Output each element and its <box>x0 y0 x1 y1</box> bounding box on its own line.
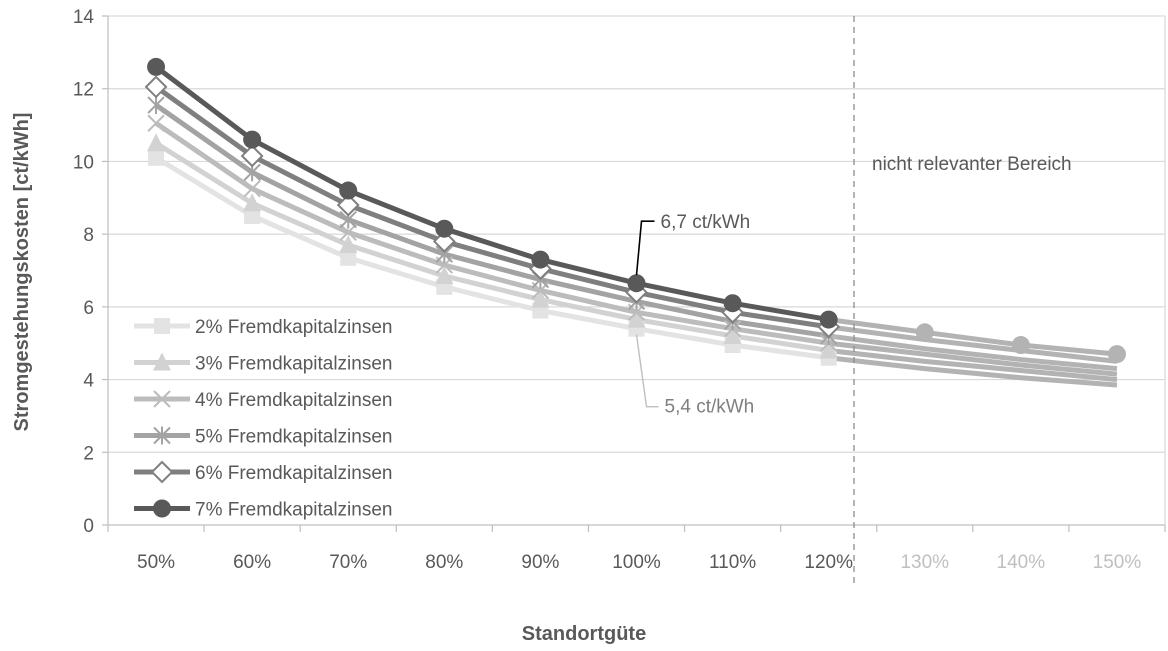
x-tick-label: 80% <box>425 552 463 573</box>
y-tick-label: 2 <box>83 443 94 464</box>
data-point <box>819 340 838 359</box>
data-point <box>144 75 168 99</box>
legend-marker <box>153 426 171 445</box>
series-line <box>154 64 830 323</box>
series-line <box>154 155 830 361</box>
data-point <box>148 149 165 166</box>
y-tick-label: 14 <box>73 7 95 28</box>
plot-border <box>107 16 1166 526</box>
y-tick-label: 0 <box>83 516 94 537</box>
data-point <box>339 235 358 254</box>
series-line-beyond <box>828 355 1118 388</box>
legend-item: 3% Fremdkapitalzinsen <box>134 352 392 375</box>
x-tick-label: 50% <box>137 552 175 573</box>
annotation-label: 5,4 ct/kWh <box>665 397 755 418</box>
x-tick-label: 60% <box>233 552 271 573</box>
data-point <box>627 274 646 293</box>
data-point <box>243 130 262 149</box>
data-point <box>147 133 166 152</box>
annotations: 6,7 ct/kWh 5,4 ct/kWh <box>635 212 755 418</box>
series-line-beyond <box>828 333 1118 372</box>
y-tick-label: 10 <box>73 152 94 173</box>
legend-item: 6% Fremdkapitalzinsen <box>134 460 392 484</box>
y-tick-label: 6 <box>83 298 94 319</box>
legend-label: 7% Fremdkapitalzinsen <box>195 500 392 521</box>
data-point <box>339 181 358 200</box>
legend-marker <box>154 318 170 334</box>
legend-label: 5% Fremdkapitalzinsen <box>195 427 392 448</box>
data-point <box>147 96 165 115</box>
annotation: 5,4 ct/kWh <box>635 334 755 418</box>
legend-label: 2% Fremdkapitalzinsen <box>195 317 392 338</box>
data-point <box>243 179 261 198</box>
legend-item: 2% Fremdkapitalzinsen <box>134 317 392 338</box>
data-point <box>1107 345 1126 364</box>
data-point <box>339 223 357 242</box>
series-markers <box>144 57 1126 366</box>
data-point <box>435 265 454 284</box>
y-tick-label: 8 <box>83 225 94 246</box>
series-line-beyond <box>828 317 1118 357</box>
gridlines <box>108 15 1165 453</box>
x-tick-label: 150% <box>1093 552 1142 573</box>
series-line-beyond <box>828 324 1118 364</box>
y-tick-label: 12 <box>73 80 94 101</box>
legend-marker <box>153 352 171 371</box>
legend-label: 6% Fremdkapitalzinsen <box>195 463 392 484</box>
series-line-beyond <box>828 348 1118 383</box>
data-point <box>243 193 262 212</box>
data-point <box>435 219 454 238</box>
legend-item: 5% Fremdkapitalzinsen <box>134 426 392 448</box>
data-point <box>531 289 550 308</box>
y-axis-ticks: 0 2 4 6 8 10 12 14 <box>73 7 108 537</box>
legend-marker <box>150 460 174 484</box>
x-tick-label: 130% <box>900 552 949 573</box>
x-axis-title: Standortgüte <box>522 623 646 645</box>
series-line <box>154 121 830 346</box>
annotation-label: 6,7 ct/kWh <box>661 212 751 233</box>
data-point <box>723 294 742 313</box>
data-point <box>244 207 261 224</box>
data-point <box>627 309 646 328</box>
legend-item: 7% Fremdkapitalzinsen <box>134 499 392 521</box>
data-point <box>147 114 165 132</box>
data-point <box>723 325 742 344</box>
legend-label: 4% Fremdkapitalzinsen <box>195 390 392 411</box>
legend: 2% Fremdkapitalzinsen 3% Fremdkapitalzins… <box>134 317 392 521</box>
x-tick-label: 70% <box>329 552 367 573</box>
data-point <box>915 323 934 342</box>
series-lines <box>154 64 1118 388</box>
data-point <box>147 57 166 76</box>
region-label: nicht relevanter Bereich <box>872 154 1072 175</box>
data-point <box>432 230 456 253</box>
legend-label: 3% Fremdkapitalzinsen <box>195 354 392 375</box>
data-point <box>340 249 357 266</box>
x-axis-ticks: 50% 60% 70% 80% 90% 100% 110% 120% 130% 140% 150% <box>107 525 1166 573</box>
series-line <box>154 103 830 339</box>
data-point <box>531 250 550 269</box>
legend-marker <box>153 390 171 408</box>
x-tick-label: 100% <box>612 552 661 573</box>
series-line <box>154 84 830 330</box>
annotation: 6,7 ct/kWh <box>635 212 751 276</box>
x-tick-label: 120% <box>804 552 853 573</box>
x-tick-label: 110% <box>709 552 756 573</box>
data-point <box>819 310 838 329</box>
series-line-beyond <box>828 340 1118 377</box>
y-tick-label: 4 <box>83 371 94 392</box>
x-tick-label: 140% <box>997 552 1046 573</box>
y-axis-title: Stromgestehungskosten [ct/kWh] <box>11 113 33 432</box>
x-tick-label: 90% <box>521 552 559 573</box>
series-line <box>154 141 830 353</box>
legend-item: 4% Fremdkapitalzinsen <box>134 390 392 411</box>
data-point <box>240 144 264 168</box>
legend-marker <box>153 499 171 518</box>
data-point <box>1011 336 1030 355</box>
data-point <box>336 193 360 217</box>
